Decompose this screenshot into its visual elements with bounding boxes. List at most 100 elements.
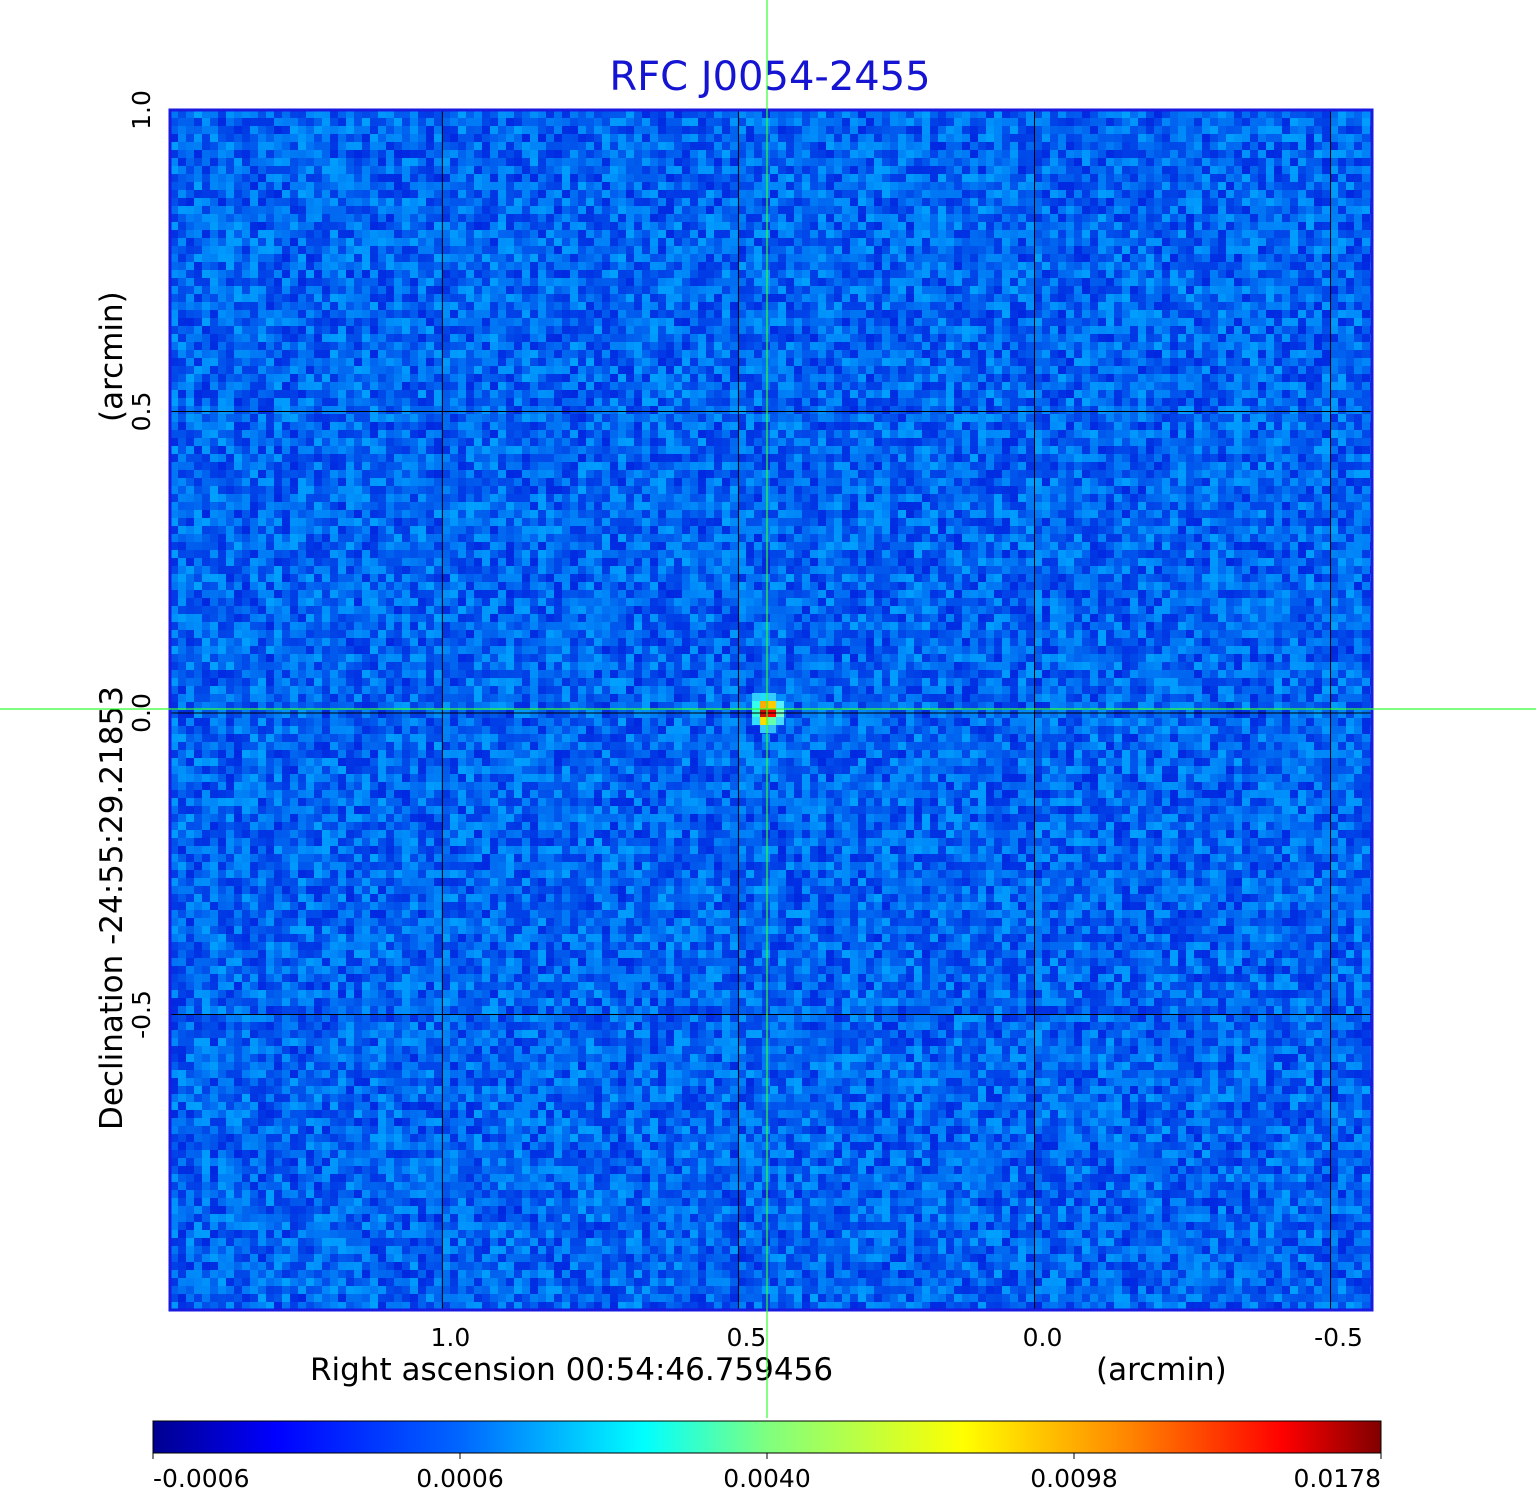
heatmap-cell [570,246,578,254]
heatmap-cell [1274,230,1282,238]
heatmap-cell [370,326,378,334]
heatmap-cell [602,302,610,310]
heatmap-cell [690,230,698,238]
heatmap-cell [218,278,226,286]
heatmap-cell [1250,358,1258,366]
heatmap-cell [1306,294,1314,302]
heatmap-cell [538,166,546,174]
heatmap-cell [994,238,1002,246]
heatmap-cell [778,198,786,206]
heatmap-cell [1226,358,1234,366]
heatmap-cell [1186,214,1194,222]
heatmap-cell [826,126,834,134]
heatmap-cell [498,134,506,142]
heatmap-cell [330,270,338,278]
heatmap-cell [306,190,314,198]
heatmap-cell [1250,318,1258,326]
heatmap-cell [514,342,522,350]
heatmap-cell [938,286,946,294]
heatmap-cell [1226,134,1234,142]
heatmap-cell [386,166,394,174]
heatmap-cell [314,142,322,150]
heatmap-cell [1194,142,1202,150]
heatmap-cell [1106,142,1114,150]
heatmap-cell [234,326,242,334]
heatmap-cell [298,158,306,166]
heatmap-cell [226,174,234,182]
heatmap-cell [1322,246,1330,254]
heatmap-cell [986,358,994,366]
heatmap-cell [650,342,658,350]
heatmap-cell [418,342,426,350]
heatmap-cell [642,134,650,142]
heatmap-cell [866,326,874,334]
heatmap-cell [178,118,186,126]
heatmap-cell [506,190,514,198]
heatmap-cell [474,134,482,142]
heatmap-cell [362,366,370,374]
heatmap-cell [1362,142,1370,150]
heatmap-cell [650,294,658,302]
heatmap-cell [610,318,618,326]
heatmap-cell [802,262,810,270]
heatmap-cell [970,142,978,150]
heatmap-cell [282,150,290,158]
heatmap-cell [762,350,770,358]
heatmap-cell [330,134,338,142]
heatmap-cell [658,198,666,206]
heatmap-cell [506,334,514,342]
heatmap-cell [802,126,810,134]
heatmap-cell [658,222,666,230]
heatmap-cell [570,302,578,310]
heatmap-cell [1346,198,1354,206]
heatmap-cell [978,230,986,238]
heatmap-cell [1258,310,1266,318]
heatmap-cell [1242,294,1250,302]
heatmap-cell [1186,366,1194,374]
heatmap-cell [706,278,714,286]
heatmap-cell [810,230,818,238]
heatmap-cell [562,134,570,142]
heatmap-cell [586,254,594,262]
heatmap-cell [674,190,682,198]
heatmap-cell [1258,198,1266,206]
heatmap-cell [1202,318,1210,326]
heatmap-cell [890,206,898,214]
heatmap-cell [754,358,762,366]
heatmap-cell [218,326,226,334]
heatmap-cell [1338,366,1346,374]
heatmap-cell [1322,286,1330,294]
heatmap-cell [1218,206,1226,214]
heatmap-cell [1322,358,1330,366]
heatmap-cell [954,230,962,238]
heatmap-cell [650,318,658,326]
heatmap-cell [362,358,370,366]
heatmap-cell [1210,278,1218,286]
heatmap-cell [570,174,578,182]
heatmap-cell [778,150,786,158]
heatmap-cell [986,302,994,310]
heatmap-cell [514,214,522,222]
heatmap-cell [754,118,762,126]
heatmap-cell [210,302,218,310]
heatmap-cell [610,166,618,174]
heatmap-cell [858,222,866,230]
heatmap-cell [1314,358,1322,366]
heatmap-cell [674,326,682,334]
heatmap-cell [850,190,858,198]
heatmap-cell [250,142,258,150]
heatmap-cell [506,158,514,166]
heatmap-cell [930,302,938,310]
heatmap-cell [938,246,946,254]
heatmap-cell [322,190,330,198]
heatmap-cell [722,214,730,222]
heatmap-cell [802,230,810,238]
heatmap-cell [1114,126,1122,134]
heatmap-cell [266,374,274,382]
heatmap-cell [898,190,906,198]
heatmap-cell [250,206,258,214]
heatmap-cell [362,350,370,358]
heatmap-cell [306,134,314,142]
heatmap-cell [746,158,754,166]
heatmap-cell [458,166,466,174]
